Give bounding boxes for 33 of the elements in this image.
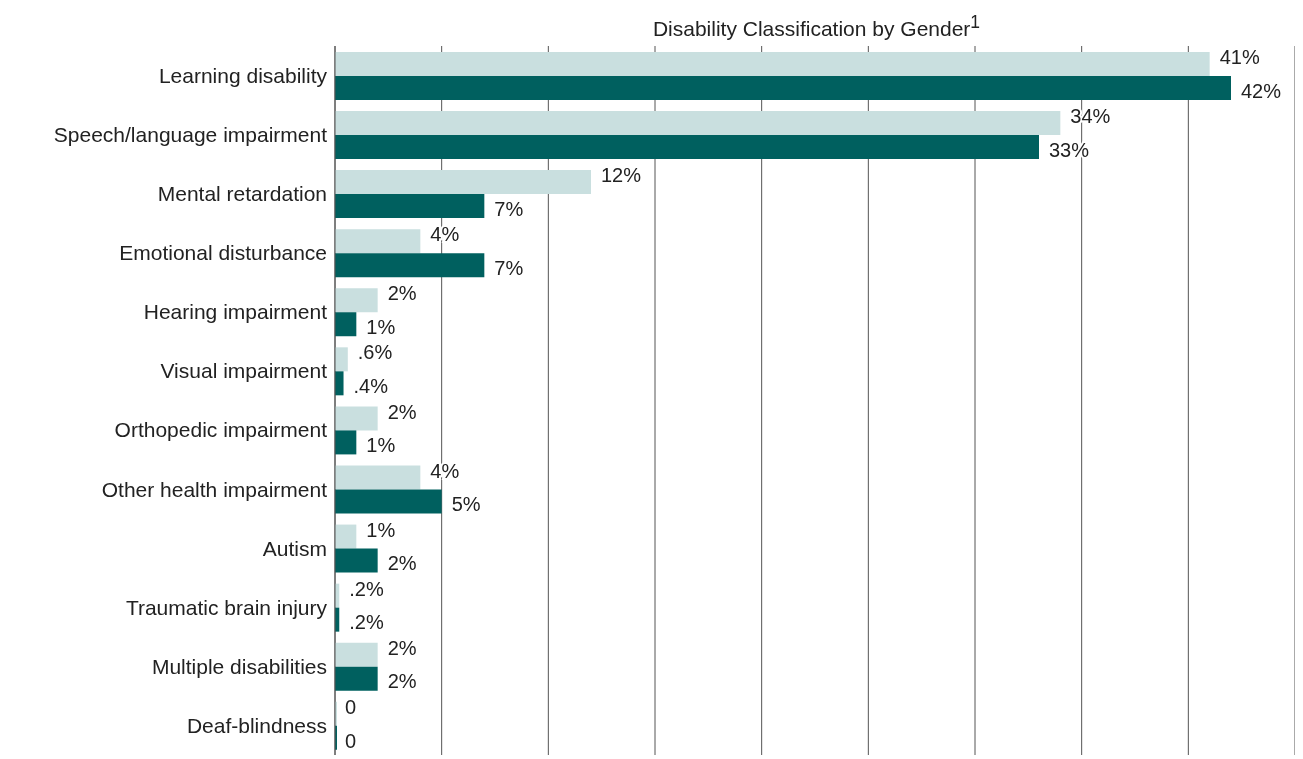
y-tick-label: Deaf-blindness <box>186 713 327 737</box>
data-label: 2% <box>387 552 417 575</box>
data-label: 42% <box>1241 79 1282 102</box>
data-label: 0 <box>345 695 357 718</box>
y-tick-label: Traumatic brain injury <box>125 595 328 619</box>
data-label: 7% <box>494 197 524 220</box>
data-label: .2% <box>349 577 384 600</box>
data-label: 12% <box>601 164 642 187</box>
y-tick-label: Hearing impairment <box>143 300 328 324</box>
data-label: 2% <box>387 282 417 305</box>
data-label: .2% <box>349 611 384 634</box>
y-tick-label: Orthopedic impairment <box>114 418 328 442</box>
y-tick-label: Multiple disabilities <box>151 654 327 678</box>
data-label: 2% <box>387 636 417 659</box>
data-label: .4% <box>353 375 389 398</box>
chart-title: Disability Classification by Gender$^{1}$ <box>651 11 982 42</box>
y-tick-label: Autism <box>262 536 327 560</box>
data-label: 5% <box>451 493 481 516</box>
y-tick-label: Other health impairment <box>101 477 328 501</box>
data-label: 41% <box>1219 46 1260 69</box>
data-label: 2% <box>387 670 417 693</box>
data-label: 0 <box>345 729 357 752</box>
data-label: 1% <box>366 434 396 457</box>
data-label: .6% <box>357 341 393 364</box>
data-label: 1% <box>366 315 396 338</box>
y-tick-label: Emotional disturbance <box>119 241 327 265</box>
y-tick-label: Mental retardation <box>157 182 327 206</box>
data-label: 1% <box>366 518 396 541</box>
y-tick-label: Visual impairment <box>160 359 328 383</box>
data-label: 2% <box>387 400 417 423</box>
y-tick-label: Learning disability <box>158 64 328 87</box>
y-tick-label: Speech/language impairment <box>53 123 328 147</box>
data-label: 7% <box>494 256 524 279</box>
